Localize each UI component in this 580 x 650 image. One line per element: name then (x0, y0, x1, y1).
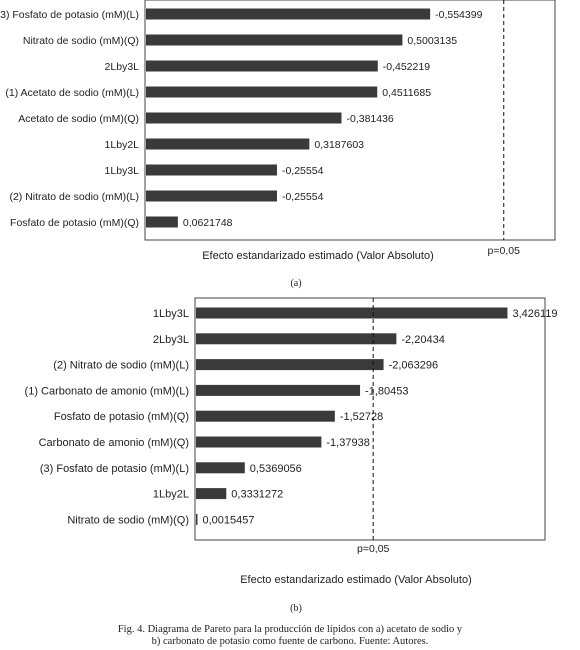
category-label: 1Lby2L (153, 489, 189, 501)
bar (146, 190, 277, 202)
category-label: Fosfato de potasio (mM)(Q) (10, 217, 139, 229)
value-label: 0,5369056 (250, 463, 302, 475)
caption-line-2: b) carbonato de potasio como fuente de c… (151, 636, 429, 647)
category-label: 2Lby3L (153, 334, 189, 346)
value-label: 0,3187603 (314, 139, 364, 151)
category-label: 1Lby2L (105, 139, 140, 151)
panel-a-chart: (3) Fosfato de potasio (mM)(L) -0,554399 N… (0, 0, 556, 289)
value-label: -0,554399 (435, 9, 482, 21)
category-label: (2) Nitrato de sodio (mM)(L) (53, 360, 189, 372)
bar (196, 307, 508, 319)
value-label: -0,25554 (282, 191, 324, 203)
category-label: (3) Fosfato de potasio (mM)(L) (0, 9, 139, 21)
bar (146, 164, 277, 176)
bar (196, 462, 245, 474)
bar (196, 513, 198, 525)
caption-line-1: Fig. 4. Diagrama de Pareto para la produ… (117, 624, 463, 635)
bar (146, 216, 178, 228)
x-axis-label: Efecto estandarizado estimado (Valor Abs… (240, 574, 472, 586)
plot-frame (144, 0, 556, 241)
bar (146, 60, 378, 72)
bar (196, 333, 397, 345)
value-label: -0,452219 (383, 61, 430, 73)
category-label: (1) Acetato de sodio (mM)(L) (5, 87, 139, 99)
value-label: -1,37938 (326, 437, 369, 449)
value-label: 3,426119 (512, 308, 557, 320)
figure-caption: Fig. 4. Diagrama de Pareto para la produ… (0, 624, 580, 648)
category-label: Acetato de sodio (mM)(Q) (18, 113, 139, 125)
bar (146, 86, 378, 98)
bar (146, 34, 403, 46)
value-label: 0,0621748 (183, 217, 233, 229)
value-label: -2,20434 (401, 334, 444, 346)
category-label: Nitrato de sodio (mM)(Q) (23, 35, 139, 47)
panel-b-chart: 1Lby3L 3,426119 2Lby3L -2,20434 (2) Nitrato … (25, 297, 558, 614)
category-label: Carbonato de amonio (mM)(Q) (39, 437, 189, 449)
value-label: -2,063296 (389, 360, 439, 372)
category-label: Nitrato de sodio (mM)(Q) (67, 514, 189, 526)
bar (196, 436, 322, 448)
significance-label: p=0,05 (488, 245, 521, 257)
value-label: 0,4511685 (382, 87, 431, 99)
bar (196, 410, 335, 422)
bar (196, 359, 384, 371)
panel-label: (a) (290, 278, 301, 289)
category-label: 1Lby3L (105, 165, 140, 177)
panel-label: (b) (290, 603, 302, 614)
value-label: 0,0015457 (203, 514, 255, 526)
significance-label: p=0,05 (357, 543, 390, 555)
category-label: (3) Fosfato de potasio (mM)(L) (40, 463, 189, 475)
value-label: -1,52728 (340, 411, 383, 423)
category-label: Fosfato de potasio (mM)(Q) (54, 411, 189, 423)
category-label: 1Lby3L (153, 308, 189, 320)
value-label: 0,3331272 (231, 489, 283, 501)
pareto-figure: (3) Fosfato de potasio (mM)(L) -0,554399 N… (0, 0, 558, 614)
value-label: 0,5003135 (407, 35, 457, 47)
x-axis-label: Efecto estandarizado estimado (Valor Abs… (202, 250, 434, 262)
category-label: (1) Carbonato de amonio (mM)(L) (25, 385, 189, 397)
bar (146, 112, 342, 124)
value-label: -0,25554 (282, 165, 324, 177)
bar (196, 384, 361, 396)
value-label: -1,80453 (365, 385, 408, 397)
bar (196, 488, 227, 500)
bar (146, 138, 310, 150)
bar (146, 8, 431, 20)
value-label: -0,381436 (346, 113, 393, 125)
category-label: (2) Nitrato de sodio (mM)(L) (9, 191, 139, 203)
plot-frame (194, 297, 546, 541)
category-label: 2Lby3L (105, 61, 140, 73)
